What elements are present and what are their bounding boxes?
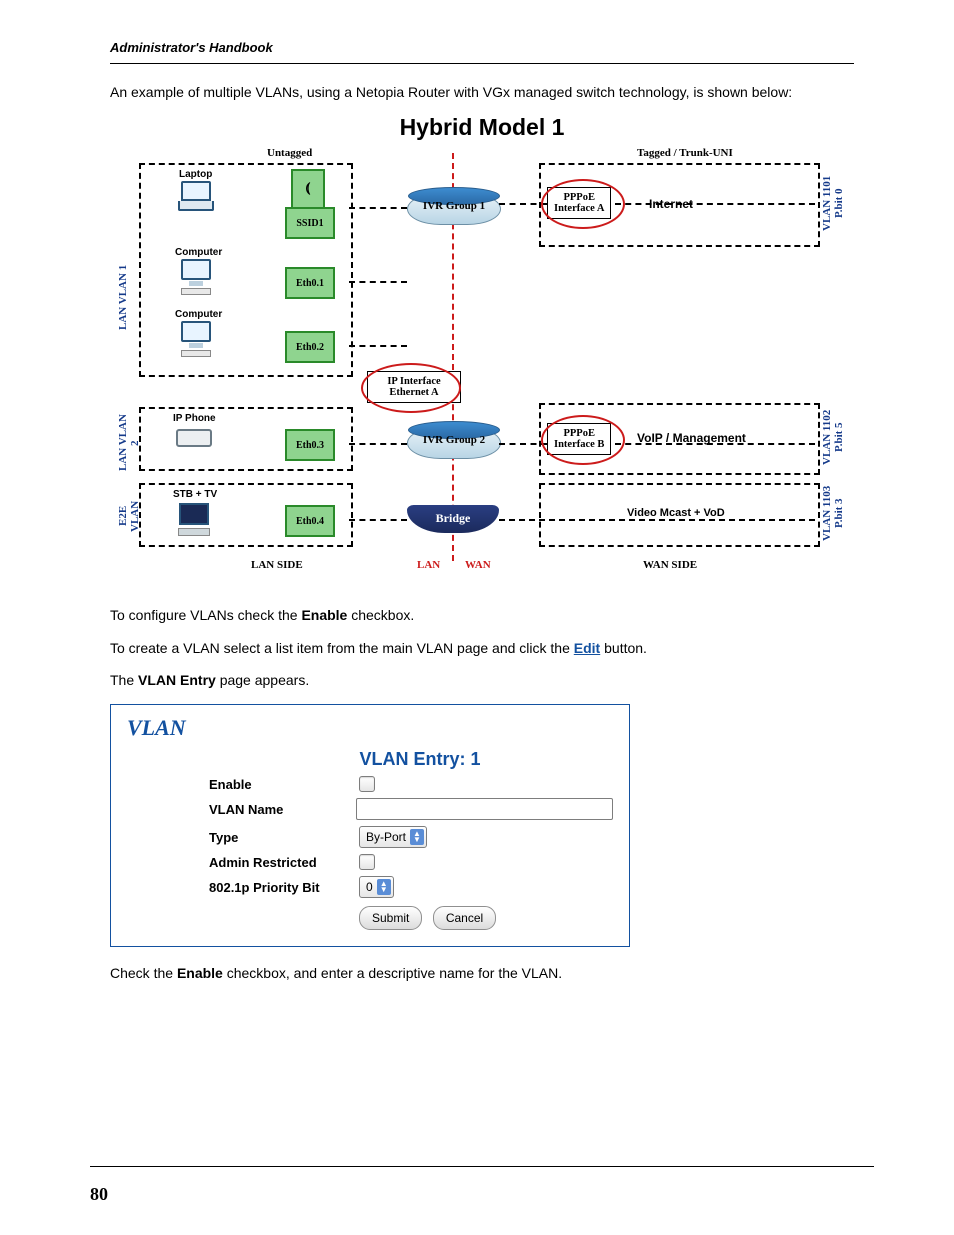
panel-subtitle: VLAN Entry: 1 <box>227 749 613 770</box>
label-tagged: Tagged / Trunk-UNI <box>637 147 733 159</box>
para-enable: To configure VLANs check the Enable chec… <box>110 605 854 625</box>
port-eth01: Eth0.1 <box>285 267 335 299</box>
button-row: Submit Cancel <box>127 906 613 930</box>
side-label-vlan2: LAN VLAN 2 <box>117 413 141 473</box>
admin-restricted-checkbox[interactable] <box>359 854 375 870</box>
type-select[interactable]: By-Port ▲▼ <box>359 826 427 848</box>
diagram: Untagged Tagged / Trunk-UNI LAN VLAN 1 L… <box>117 147 847 587</box>
intro-paragraph: An example of multiple VLANs, using a Ne… <box>110 82 854 102</box>
panel-title: VLAN <box>127 715 613 741</box>
page: Administrator's Handbook An example of m… <box>0 0 954 1235</box>
caption-lan: LAN <box>417 559 440 571</box>
text-bold: VLAN Entry <box>138 672 216 688</box>
device-label-ipphone: IP Phone <box>173 413 216 424</box>
device-label-computer2: Computer <box>175 309 222 320</box>
row-admin-restricted: Admin Restricted <box>127 854 613 870</box>
row-priority: 802.1p Priority Bit 0 ▲▼ <box>127 876 613 898</box>
enable-checkbox[interactable] <box>359 776 375 792</box>
port-eth03: Eth0.3 <box>285 429 335 461</box>
text: To configure VLANs check the <box>110 607 301 623</box>
text-bold: Enable <box>301 607 347 623</box>
port-ssid1: SSID1 <box>285 207 335 239</box>
router-label-ivr2: IVR Group 2 <box>423 434 485 446</box>
router-ivr2: IVR Group 2 <box>407 427 501 459</box>
label-voip: VoIP / Management <box>637 431 746 445</box>
computer2-icon <box>175 321 217 357</box>
caption-lan-side: LAN SIDE <box>251 559 303 571</box>
diagram-title: Hybrid Model 1 <box>110 114 854 141</box>
text-bold: Enable <box>177 965 223 981</box>
conn-4 <box>349 443 407 445</box>
bridge-box: Bridge <box>407 505 499 533</box>
running-head: Administrator's Handbook <box>110 40 854 55</box>
text: page appears. <box>216 672 309 688</box>
submit-button[interactable]: Submit <box>359 906 422 930</box>
computer1-icon <box>175 259 217 295</box>
closing-paragraph: Check the Enable checkbox, and enter a d… <box>110 963 854 983</box>
port-eth02: Eth0.2 <box>285 331 335 363</box>
text: To create a VLAN select a list item from… <box>110 640 574 656</box>
wan-vlan-1103: VLAN 1103P.bit 3 <box>821 485 845 541</box>
router-label-ivr1: IVR Group 1 <box>423 200 485 212</box>
side-label-e2e: E2E VLAN <box>117 491 141 541</box>
caption-wan-side: WAN SIDE <box>643 559 697 571</box>
label-priority: 802.1p Priority Bit <box>127 880 359 895</box>
text: button. <box>600 640 647 656</box>
device-label-computer1: Computer <box>175 247 222 258</box>
wan-vlan-1102: VLAN 1102P.bit 5 <box>821 405 845 469</box>
row-vlan-name: VLAN Name <box>127 798 613 820</box>
cancel-button[interactable]: Cancel <box>433 906 496 930</box>
label-vlan-name: VLAN Name <box>127 802 356 817</box>
text: checkbox. <box>347 607 414 623</box>
conn-2 <box>349 281 407 283</box>
row-enable: Enable <box>127 776 613 792</box>
para-vlan-entry: The VLAN Entry page appears. <box>110 670 854 690</box>
text: The <box>110 672 138 688</box>
label-video: Video Mcast + VoD <box>627 507 725 519</box>
circle-ip-interface <box>361 363 461 413</box>
rule-top <box>110 63 854 64</box>
label-type: Type <box>127 830 359 845</box>
conn-5 <box>349 519 407 521</box>
wan-vlan-1101: VLAN 1101P.bit 0 <box>821 167 845 239</box>
label-untagged: Untagged <box>267 147 312 159</box>
text: checkbox, and enter a descriptive name f… <box>223 965 562 981</box>
label-admin-restricted: Admin Restricted <box>127 855 359 870</box>
rule-bottom <box>90 1166 874 1167</box>
conn-1 <box>349 207 407 209</box>
row-type: Type By-Port ▲▼ <box>127 826 613 848</box>
vlan-name-input[interactable] <box>356 798 613 820</box>
edit-link[interactable]: Edit <box>574 640 600 656</box>
type-value: By-Port <box>366 830 406 844</box>
select-arrows-icon: ▲▼ <box>377 879 391 895</box>
wifi-icon: ⦅ <box>291 169 325 209</box>
laptop-icon <box>175 181 217 217</box>
ipphone-icon <box>173 429 215 465</box>
select-arrows-icon: ▲▼ <box>410 829 424 845</box>
device-label-laptop: Laptop <box>179 169 212 180</box>
caption-wan: WAN <box>465 559 491 571</box>
label-enable: Enable <box>127 777 359 792</box>
para-edit: To create a VLAN select a list item from… <box>110 638 854 658</box>
priority-value: 0 <box>366 880 373 894</box>
vlan-panel: VLAN VLAN Entry: 1 Enable VLAN Name Type… <box>110 704 630 947</box>
device-label-stb: STB + TV <box>173 489 217 500</box>
text: Check the <box>110 965 177 981</box>
side-label-vlan1: LAN VLAN 1 <box>117 242 129 352</box>
stb-icon <box>173 503 215 539</box>
priority-select[interactable]: 0 ▲▼ <box>359 876 394 898</box>
page-number: 80 <box>90 1184 108 1205</box>
conn-3 <box>349 345 407 347</box>
port-eth04: Eth0.4 <box>285 505 335 537</box>
label-internet: Internet <box>649 197 693 211</box>
router-ivr1: IVR Group 1 <box>407 193 501 225</box>
